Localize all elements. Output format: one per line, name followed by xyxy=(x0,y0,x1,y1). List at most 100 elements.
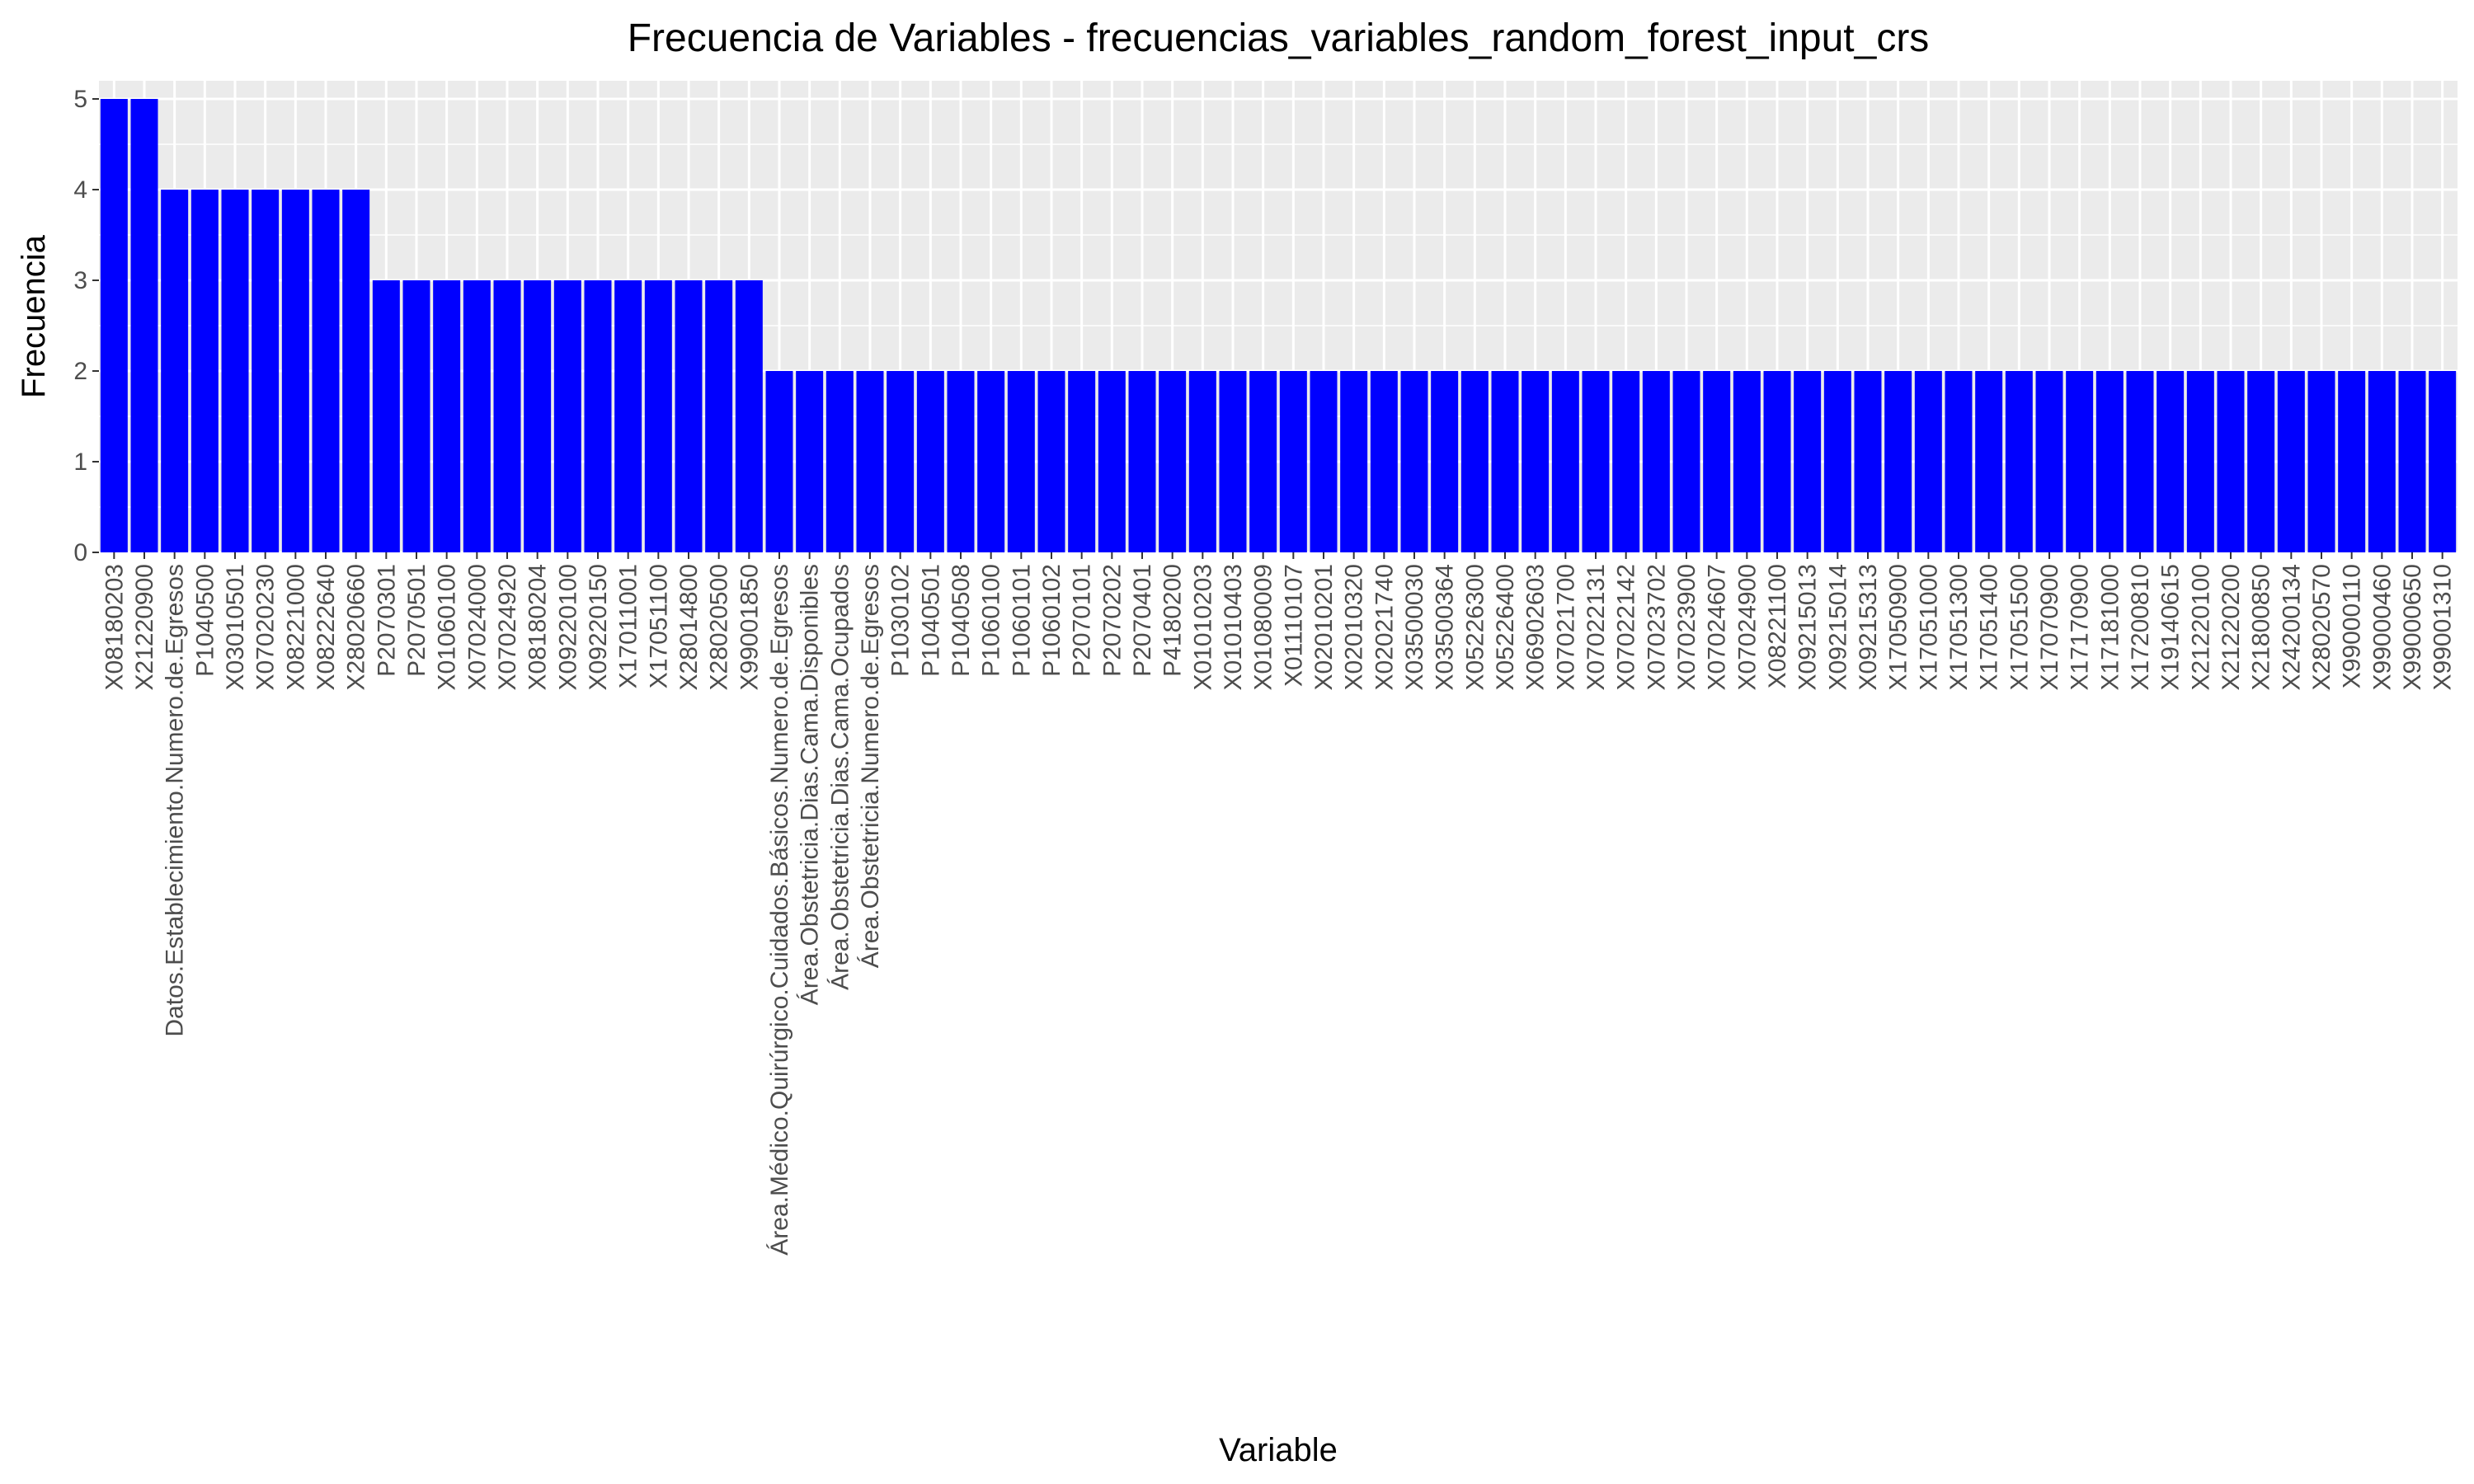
x-axis: X08180203 X21220900 Datos.Establecimiento.… xyxy=(101,552,2457,1256)
bar xyxy=(1612,371,1640,552)
bar xyxy=(2307,371,2335,552)
x-tick-label: X99001850 xyxy=(736,564,763,691)
x-tick-label: X08221100 xyxy=(1764,564,1791,688)
y-tick-label: 4 xyxy=(73,176,87,204)
x-tick-label: X07021700 xyxy=(1552,564,1579,691)
bar xyxy=(1884,371,1912,552)
bar xyxy=(644,280,672,552)
bar xyxy=(887,371,915,552)
bar xyxy=(524,280,552,552)
y-tick-label: 5 xyxy=(73,86,87,113)
bar xyxy=(2368,371,2396,552)
bar xyxy=(1733,371,1761,552)
x-tick-label: X17181000 xyxy=(2096,564,2124,691)
bar xyxy=(1460,371,1489,552)
bar xyxy=(1914,371,1942,552)
x-tick-label: P2070301 xyxy=(373,564,400,677)
bar xyxy=(1582,371,1610,552)
bar xyxy=(1522,371,1550,552)
bar xyxy=(947,371,975,552)
bar xyxy=(402,280,430,552)
x-tick-label: X17070900 xyxy=(2036,564,2063,691)
x-tick-label: X28020570 xyxy=(2308,564,2335,691)
x-tick-label: P4180200 xyxy=(1159,564,1187,677)
x-tick-label: P2070401 xyxy=(1129,564,1156,677)
bar xyxy=(161,190,189,552)
x-tick-label: X99000650 xyxy=(2399,564,2426,691)
x-tick-label: X09215014 xyxy=(1824,564,1851,691)
bar xyxy=(252,190,280,552)
bar xyxy=(342,190,370,552)
x-tick-label: X06902603 xyxy=(1522,564,1550,691)
bar xyxy=(2157,371,2185,552)
x-tick-label: X99000460 xyxy=(2368,564,2396,691)
bar xyxy=(2095,371,2124,552)
bar xyxy=(1370,371,1398,552)
x-tick-label: X07023900 xyxy=(1673,564,1700,691)
x-tick-label: X17050900 xyxy=(1885,564,1912,691)
x-tick-label: Área.Médico.Quirúrgico.Cuidados.Básicos.… xyxy=(766,564,793,1256)
x-tick-label: X08180204 xyxy=(524,564,552,691)
bar xyxy=(2247,371,2275,552)
bars xyxy=(100,99,2457,552)
x-tick-label: Área.Obstetricia.Numero.de.Egresos xyxy=(857,564,884,968)
bar xyxy=(2217,371,2245,552)
x-tick-label: X17051300 xyxy=(1945,564,1973,691)
x-tick-label: X99000110 xyxy=(2339,564,2366,688)
bar xyxy=(1763,371,1791,552)
x-tick-label: X17170900 xyxy=(2067,564,2094,691)
bar xyxy=(2066,371,2094,552)
bar xyxy=(1491,371,1519,552)
bar xyxy=(1431,371,1459,552)
x-tick-label: X07024900 xyxy=(1733,564,1761,691)
x-tick-label: P2070101 xyxy=(1069,564,1096,677)
bar xyxy=(1219,371,1247,552)
x-axis-title: Variable xyxy=(1219,1432,1338,1468)
x-tick-label: X28020660 xyxy=(343,564,370,691)
x-tick-label: P1040508 xyxy=(948,564,975,677)
x-tick-label: Área.Obstetricia.Dias.Cama.Disponibles xyxy=(797,564,824,1005)
bar xyxy=(100,99,128,552)
bar xyxy=(1823,371,1851,552)
bar xyxy=(463,280,491,552)
x-tick-label: X07023702 xyxy=(1643,564,1670,691)
x-tick-label: X17051500 xyxy=(2006,564,2033,691)
x-tick-label: X02010320 xyxy=(1341,564,1368,691)
bar xyxy=(1340,371,1368,552)
x-tick-label: X03010501 xyxy=(222,564,249,691)
bar xyxy=(281,190,309,552)
x-tick-label: X07024920 xyxy=(494,564,521,691)
y-axis: 0 1 2 3 4 5 xyxy=(73,86,99,566)
bar xyxy=(190,190,219,552)
x-tick-label: P1060101 xyxy=(1008,564,1035,677)
x-tick-label: X21220100 xyxy=(2187,564,2214,691)
bar xyxy=(1642,371,1670,552)
bar xyxy=(1249,371,1277,552)
bar xyxy=(372,280,400,552)
x-tick-label: X01010203 xyxy=(1189,564,1216,691)
x-tick-label: X07022131 xyxy=(1583,564,1610,691)
x-tick-label: P1060100 xyxy=(978,564,1005,677)
x-tick-label: X19140615 xyxy=(2157,564,2185,691)
x-tick-label: X17051000 xyxy=(1915,564,1942,691)
x-tick-label: X02021740 xyxy=(1371,564,1398,691)
bar xyxy=(1310,371,1338,552)
y-tick-label: 0 xyxy=(73,539,87,566)
x-tick-label: X08221000 xyxy=(282,564,309,691)
x-tick-label: X03500030 xyxy=(1401,564,1428,691)
y-tick-label: 2 xyxy=(73,358,87,385)
x-tick-label: X01110107 xyxy=(1280,564,1307,687)
bar xyxy=(825,371,854,552)
bar xyxy=(675,280,703,552)
x-tick-label: X05226300 xyxy=(1461,564,1489,691)
bar xyxy=(1279,371,1307,552)
chart-title: Frecuencia de Variables - frecuencias_va… xyxy=(628,16,1930,60)
bar xyxy=(2338,371,2366,552)
bar xyxy=(2035,371,2063,552)
x-tick-label: X17200810 xyxy=(2127,564,2154,691)
bar xyxy=(312,190,340,552)
bar xyxy=(1068,371,1096,552)
y-tick-label: 3 xyxy=(73,267,87,294)
x-tick-label: X07022142 xyxy=(1613,564,1640,691)
